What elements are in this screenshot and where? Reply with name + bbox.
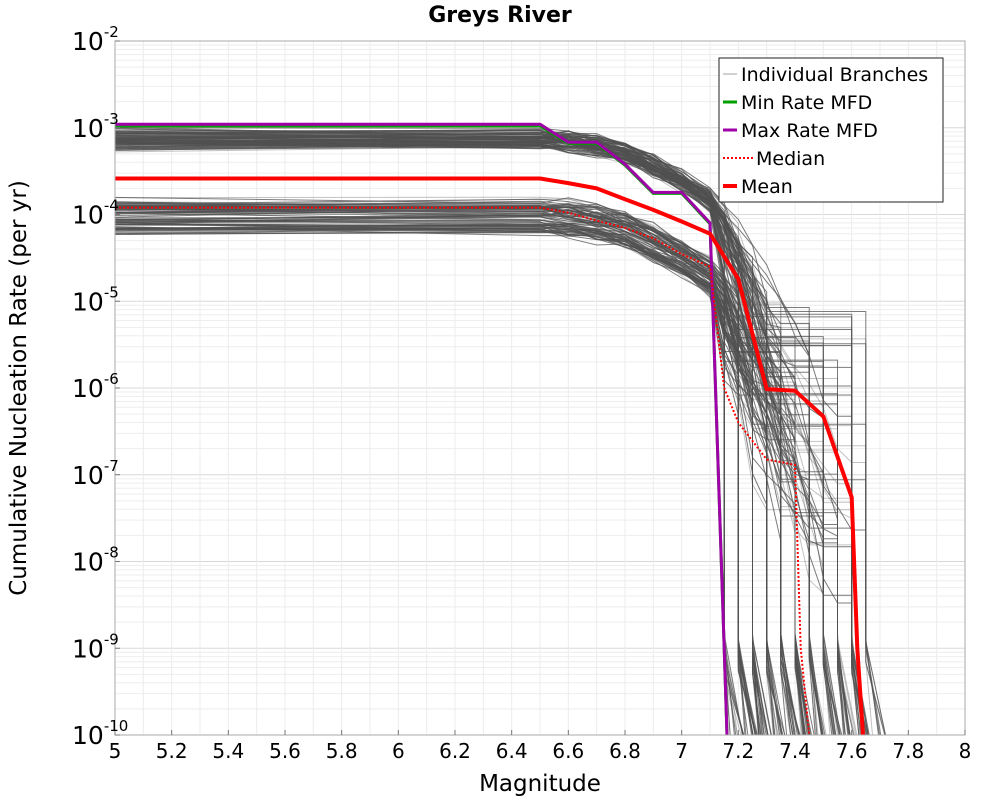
x-tick-label: 7.8 [892,739,924,763]
branch-line [114,202,803,736]
branch-line [114,223,804,736]
branch-line [114,227,810,736]
legend-label: Median [756,148,825,170]
y-axis-label: Cumulative Nucleation Rate (per yr) [6,180,32,596]
x-tick-label: 7.6 [836,739,868,763]
branch-line [114,216,752,736]
series-median [115,206,811,736]
branch-line [114,205,760,736]
x-tick-label: 7.2 [722,739,754,763]
y-tick-label: 10-7 [72,457,119,490]
branch-line [114,226,757,736]
branch-line [114,139,836,736]
branch-line [114,205,805,736]
legend: Individual Branches Min Rate MFD Max Rate … [718,57,944,203]
branch-line [114,205,868,736]
branch-line [114,219,809,736]
branch-line [114,206,772,736]
y-tick-label: 10-2 [72,23,119,56]
branch-line [114,206,756,736]
x-tick-label: 5.8 [326,739,358,763]
x-tick-label: 7 [675,739,688,763]
legend-label: Max Rate MFD [741,120,878,142]
branch-line [114,230,863,736]
x-tick-label: 6.6 [552,739,584,763]
branch-line [114,205,782,736]
y-tick-label: 10-9 [72,630,119,663]
branch-line [114,218,769,736]
x-tick-label: 6.2 [439,739,471,763]
series-group [115,122,865,736]
branch-line [114,205,742,736]
y-tick-label: 10-6 [72,370,119,403]
branch-line [114,228,812,736]
x-ticks: 5 5.2 5.4 5.6 5.8 6 6.2 6.4 6.6 6.8 7 7.2 7.4 7.6 7.8 8 [109,730,972,763]
branch-line [114,208,786,736]
x-tick-label: 5 [109,739,122,763]
y-tick-label: 10-10 [72,717,128,750]
branch-line [114,134,869,736]
branch-line [114,141,762,736]
x-axis-label: Magnitude [479,771,601,797]
y-tick-label: 10-3 [72,110,119,143]
branch-line [114,223,775,736]
y-ticks: 10-10 10-9 10-8 10-7 10-6 10-5 10-4 10-3 10-2 [72,23,128,750]
branch-line [114,227,746,736]
branch-line [114,204,757,736]
legend-box [718,57,944,203]
branch-line [114,229,769,736]
legend-label: Mean [741,176,793,198]
branch-line [114,140,816,736]
x-tick-label: 6.4 [496,739,528,763]
x-tick-label: 5.4 [212,739,244,763]
y-tick-label: 10-5 [72,283,119,316]
branch-line [114,226,802,736]
x-tick-label: 5.2 [156,739,188,763]
x-tick-label: 5.6 [269,739,301,763]
x-tick-label: 6.8 [609,739,641,763]
branch-line [114,227,806,736]
legend-label: Min Rate MFD [741,92,872,114]
branch-line [114,201,805,736]
branch-line [114,223,754,736]
branch-line [114,202,837,736]
branch-line [114,202,777,736]
x-tick-label: 6 [392,739,405,763]
series-max-rate-mfd [115,122,729,736]
branch-line [114,146,807,736]
y-tick-label: 10-8 [72,544,119,577]
x-tick-label: 7.4 [779,739,811,763]
branch-line [114,205,760,736]
x-tick-label: 8 [959,739,972,763]
branch-line [114,196,780,736]
branch-line [114,133,786,736]
y-tick-label: 10-4 [72,197,119,230]
chart-title: Greys River [428,3,572,28]
branch-line [114,196,757,736]
legend-label: Individual Branches [741,64,928,86]
branch-line [114,208,862,736]
branch-line [114,136,760,736]
branch-line [114,207,743,736]
series-mean [115,176,865,736]
branch-line [114,216,760,736]
branch-line [114,203,744,736]
branch-line [114,202,869,736]
branch-line [114,227,843,736]
branch-line [114,208,754,736]
branch-line [114,198,835,736]
branch-line [114,127,823,736]
branch-line [114,203,744,736]
branch-line [115,228,747,736]
